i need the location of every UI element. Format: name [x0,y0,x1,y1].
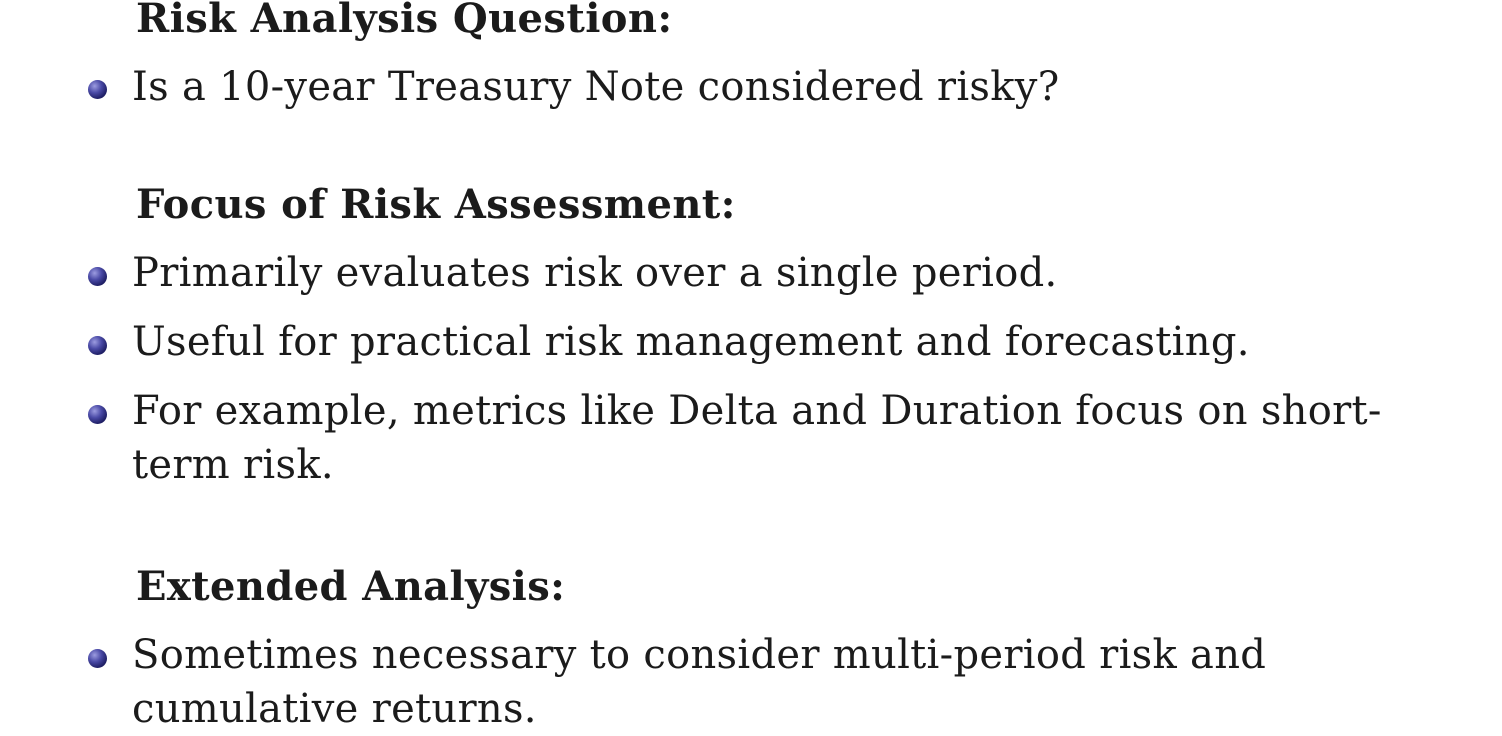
bullet-icon [88,649,107,668]
bullet-item: Is a 10-year Treasury Note considered ri… [132,64,1060,110]
bullet-item: For example, metrics like Delta and Dura… [132,388,1382,488]
bullet-icon [88,405,107,424]
bullet-icon [88,336,107,355]
section-heading-focus-of-risk-assessment: Focus of Risk Assessment: [136,181,736,228]
section-heading-risk-analysis-question: Risk Analysis Question: [136,0,673,42]
bullet-item: Useful for practical risk management and… [132,319,1250,365]
bullet-icon [88,80,107,99]
section-heading-extended-analysis: Extended Analysis: [136,563,566,610]
bullet-item: Primarily evaluates risk over a single p… [132,250,1058,296]
bullet-icon [88,267,107,286]
bullet-item: Sometimes necessary to consider multi-pe… [132,632,1267,732]
